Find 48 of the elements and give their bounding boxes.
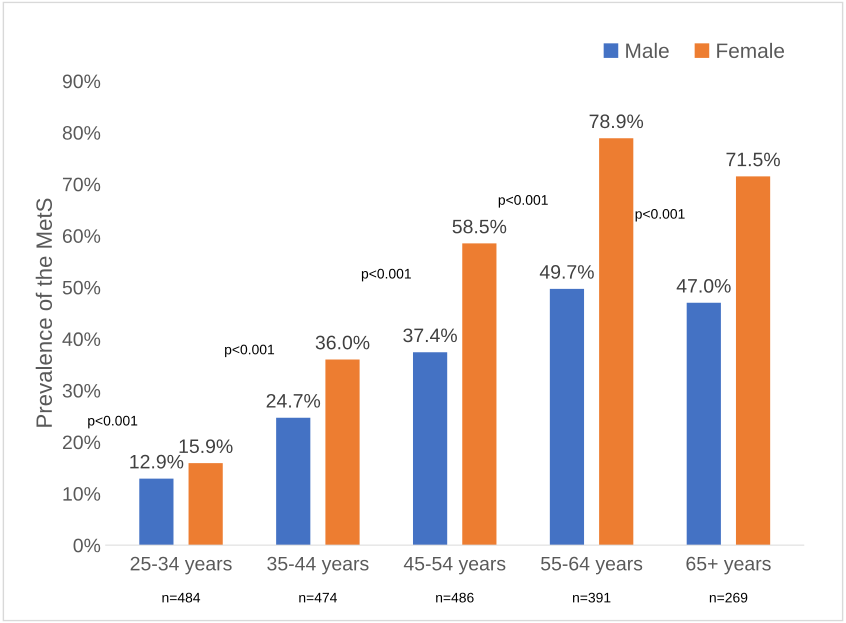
y-tick-label: 60% xyxy=(62,229,100,243)
text: n=391 xyxy=(572,592,610,603)
y-tick-label: 50% xyxy=(62,280,100,295)
x-tick-label: 35-44 years xyxy=(267,556,369,574)
annotation: p<0.001 xyxy=(362,268,411,282)
y-tick-label: 0% xyxy=(74,538,100,552)
data-label: 24.7% xyxy=(266,394,320,408)
y-tick-label: 10% xyxy=(63,487,100,501)
data-label: 36.0% xyxy=(316,336,370,350)
data-label: 12.9% xyxy=(130,454,184,469)
y-tick-label: 40% xyxy=(62,332,100,346)
annotation: p<0.001 xyxy=(636,208,685,222)
data-label: 78.9% xyxy=(590,114,644,128)
bar xyxy=(412,352,448,546)
y-tick-label: 70% xyxy=(62,178,100,192)
x-tick-label: 55-64 years xyxy=(541,556,642,574)
bar xyxy=(276,418,310,546)
data-label: 47.0% xyxy=(676,278,731,293)
x-tick-label: 45-54 years xyxy=(404,556,506,574)
y-tick-label: 30% xyxy=(62,384,100,398)
bar xyxy=(325,359,360,546)
legend-label: Male xyxy=(626,42,669,58)
y-tick-label: 80% xyxy=(62,126,100,140)
y-tick-label: 20% xyxy=(62,435,100,450)
bar xyxy=(550,288,584,546)
annotation: p<0.001 xyxy=(88,416,138,428)
annotation: p<0.001 xyxy=(498,195,548,208)
y-tick-label: 90% xyxy=(62,74,100,88)
data-label: 71.5% xyxy=(726,152,780,166)
text: n=269 xyxy=(710,592,748,603)
y-axis-title: Prevalence of the MetS xyxy=(36,198,52,427)
annotation: p<0.001 xyxy=(225,344,274,358)
text: n=474 xyxy=(299,592,337,602)
x-tick-label: 25-34 years xyxy=(130,556,232,574)
data-label: 15.9% xyxy=(180,439,233,454)
bar xyxy=(736,176,770,546)
text: n=484 xyxy=(162,592,200,603)
x-tick-label: 65+ years xyxy=(686,556,771,574)
data-label: 49.7% xyxy=(540,265,594,279)
data-label: 37.4% xyxy=(403,328,457,342)
legend-label: Female xyxy=(717,42,784,58)
bar xyxy=(686,302,721,546)
bar xyxy=(188,463,223,546)
bar xyxy=(139,478,174,546)
bar xyxy=(462,243,496,546)
text: n=486 xyxy=(436,592,474,603)
data-label: 58.5% xyxy=(452,220,506,234)
bar xyxy=(599,138,634,546)
